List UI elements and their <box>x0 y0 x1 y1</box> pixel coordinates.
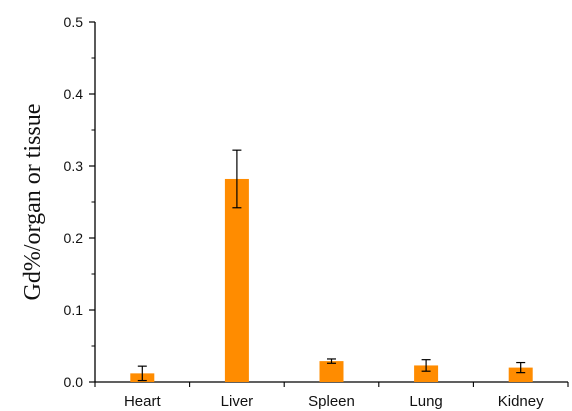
y-axis-title: Gd%/organ or tissue <box>20 104 46 301</box>
y-tick-label: 0.1 <box>64 302 84 318</box>
y-tick-label: 0.2 <box>64 230 84 246</box>
bar <box>414 365 439 382</box>
y-tick-label: 0.4 <box>64 86 84 102</box>
y-tick-label: 0.0 <box>64 374 84 390</box>
x-tick-label: Kidney <box>498 393 544 410</box>
bar <box>508 367 533 382</box>
x-tick-label: Liver <box>221 393 254 410</box>
bar <box>224 178 249 382</box>
axes: 0.0 0.1 0.2 0.3 0.4 0.5 Heart Liver Spleen Lung Ki… <box>64 14 569 410</box>
y-tick-label: 0.5 <box>64 14 84 30</box>
y-tick-label: 0.3 <box>64 158 84 174</box>
x-tick-label: Heart <box>124 393 162 410</box>
x-tick-label: Spleen <box>308 393 355 410</box>
bars <box>130 149 533 382</box>
bar <box>319 361 344 382</box>
x-tick-label: Lung <box>409 393 442 410</box>
